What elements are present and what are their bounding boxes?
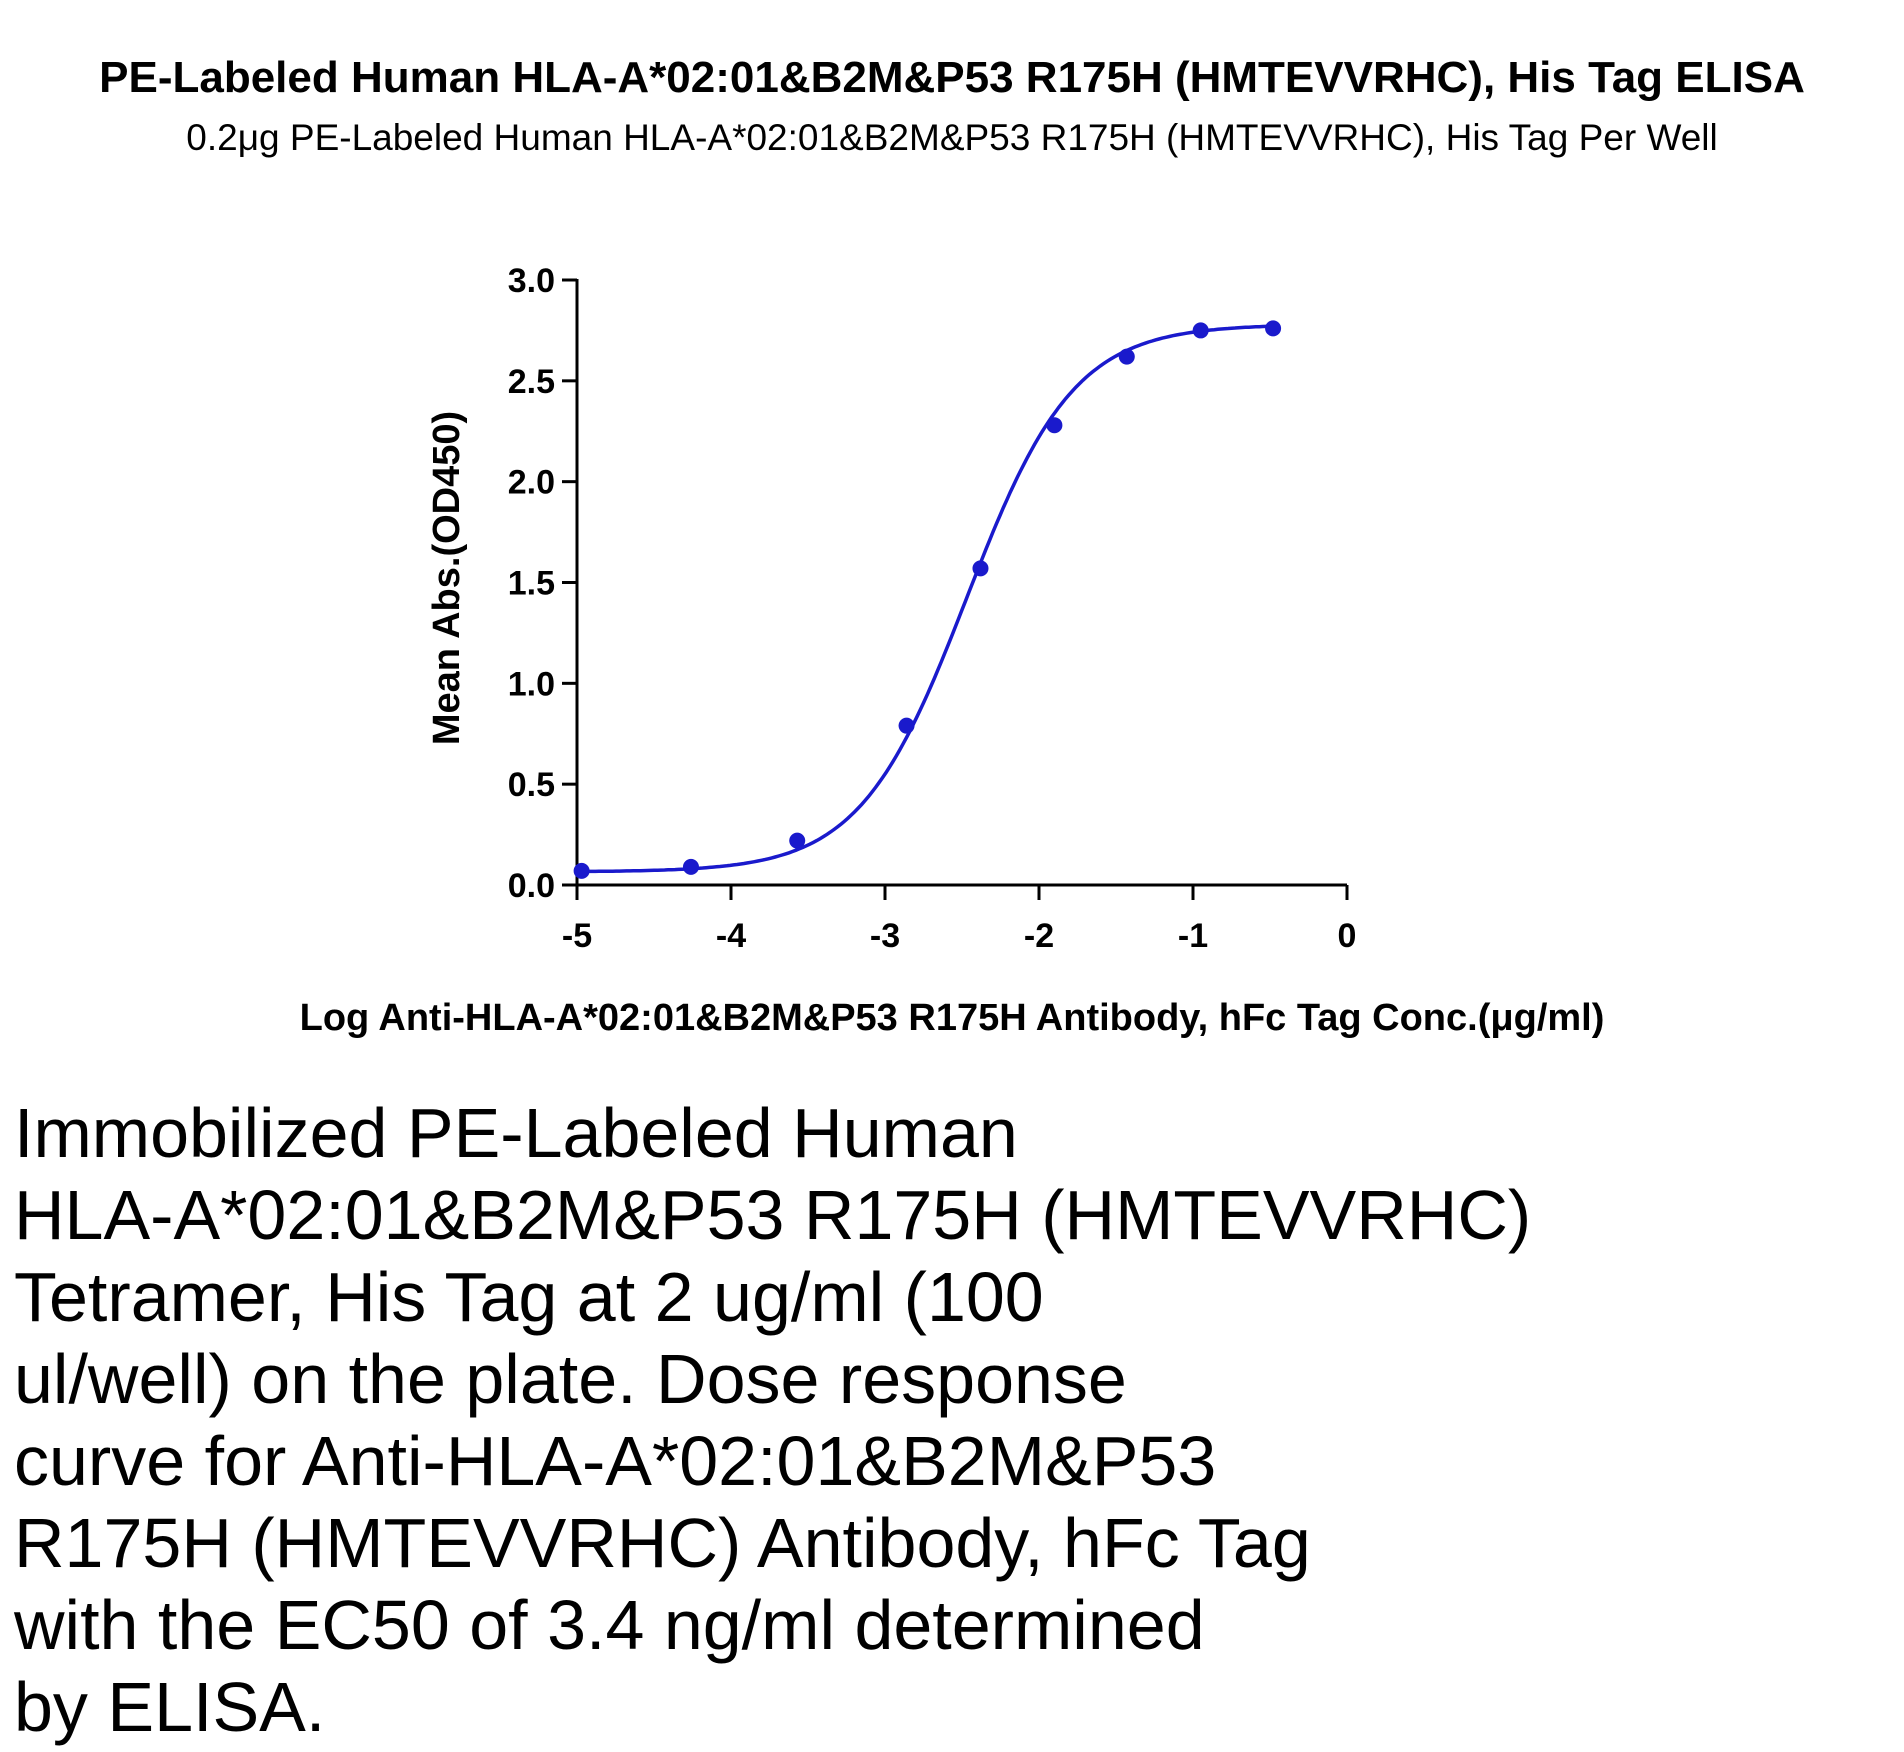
y-tick-label: 2.0 xyxy=(508,464,555,502)
x-tick-label: 0 xyxy=(1338,917,1357,955)
x-tick-label: -5 xyxy=(562,917,592,955)
figure-caption: Immobilized PE-Labeled Human HLA-A*02:01… xyxy=(14,1092,1714,1748)
y-tick-label: 2.5 xyxy=(508,363,555,401)
data-point xyxy=(972,560,989,577)
data-point xyxy=(1118,348,1135,365)
data-point xyxy=(573,862,590,879)
data-point xyxy=(1265,320,1282,337)
caption-line: HLA-A*02:01&B2M&P53 R175H (HMTEVVRHC) xyxy=(14,1176,1532,1254)
y-tick-label: 3.0 xyxy=(508,262,555,300)
caption-line: Tetramer, His Tag at 2 ug/ml (100 xyxy=(14,1258,1044,1336)
x-tick-label: -3 xyxy=(870,917,900,955)
y-tick-label: 0.0 xyxy=(508,867,555,905)
y-tick-label: 0.5 xyxy=(508,766,555,804)
y-tick-label: 1.0 xyxy=(508,665,555,703)
x-tick-label: -4 xyxy=(716,917,746,955)
chart-subtitle: 0.2μg PE-Labeled Human HLA-A*02:01&B2M&P… xyxy=(186,117,1718,158)
x-axis-label: Log Anti-HLA-A*02:01&B2M&P53 R175H Antib… xyxy=(300,997,1605,1039)
x-tick-label: -2 xyxy=(1024,917,1054,955)
fit-curve xyxy=(581,324,1274,874)
caption-line: Immobilized PE-Labeled Human xyxy=(14,1094,1018,1172)
fit-curve-layer xyxy=(581,324,1274,874)
chart-title: PE-Labeled Human HLA-A*02:01&B2M&P53 R17… xyxy=(99,53,1805,102)
y-tick-label: 1.5 xyxy=(508,565,555,603)
data-point xyxy=(898,717,915,734)
caption-line: R175H (HMTEVVRHC) Antibody, hFc Tag xyxy=(14,1504,1311,1582)
caption-line: curve for Anti-HLA-A*02:01&B2M&P53 xyxy=(14,1422,1217,1500)
caption-line: with the EC50 of 3.4 ng/ml determined xyxy=(14,1586,1205,1664)
caption-line: by ELISA. xyxy=(14,1668,326,1746)
elisa-chart: 0.0 0.5 1.0 1.5 2.0 2.5 3.0 -5 -4 -3 -2 -1 0 Mean Ab… xyxy=(300,262,1605,1039)
data-point xyxy=(682,858,699,875)
chart-axes: 0.0 0.5 1.0 1.5 2.0 2.5 3.0 -5 -4 -3 -2 -1 0 xyxy=(508,262,1357,955)
data-point xyxy=(1192,322,1209,339)
y-axis-label: Mean Abs.(OD450) xyxy=(426,411,468,745)
data-point xyxy=(1046,417,1063,434)
caption-line: ul/well) on the plate. Dose response xyxy=(14,1340,1127,1418)
x-tick-label: -1 xyxy=(1178,917,1208,955)
data-points-layer xyxy=(573,320,1282,879)
data-point xyxy=(789,832,806,849)
